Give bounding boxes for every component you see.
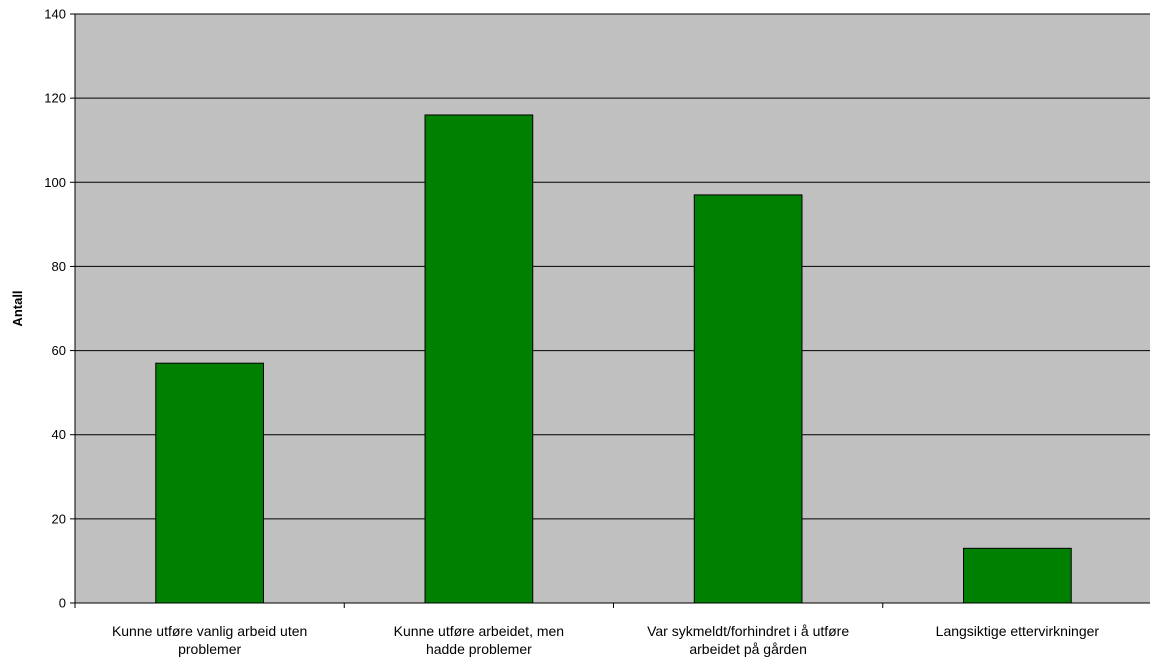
y-tick-label: 140: [44, 7, 66, 22]
y-tick-label: 120: [44, 91, 66, 106]
bar: [963, 547, 1072, 604]
y-tick-label: 40: [52, 427, 66, 442]
y-tick-label: 100: [44, 175, 66, 190]
y-tick-label: 60: [52, 343, 66, 358]
x-category-label: Langsiktige ettervirkninger: [936, 623, 1100, 639]
y-axis-title: Antall: [10, 290, 25, 326]
x-category-labels: Kunne utføre vanlig arbeid uten problemer…: [112, 623, 1099, 657]
x-category-label: Kunne utføre arbeidet, men hadde probleme…: [394, 623, 564, 657]
bar: [155, 362, 264, 604]
bar: [424, 114, 534, 604]
y-tick-label: 80: [52, 259, 66, 274]
bar: [693, 194, 803, 604]
x-category-label: Kunne utføre vanlig arbeid uten problemer: [112, 623, 307, 657]
x-category-label: Var sykmeldt/forhindret i å utføre arbeid…: [647, 623, 849, 657]
y-tick-label: 0: [59, 596, 66, 611]
y-tick-labels: 0 20 40 60 80 100 120 140: [44, 7, 66, 611]
axes: [70, 13, 1150, 608]
y-tick-label: 20: [52, 511, 66, 526]
